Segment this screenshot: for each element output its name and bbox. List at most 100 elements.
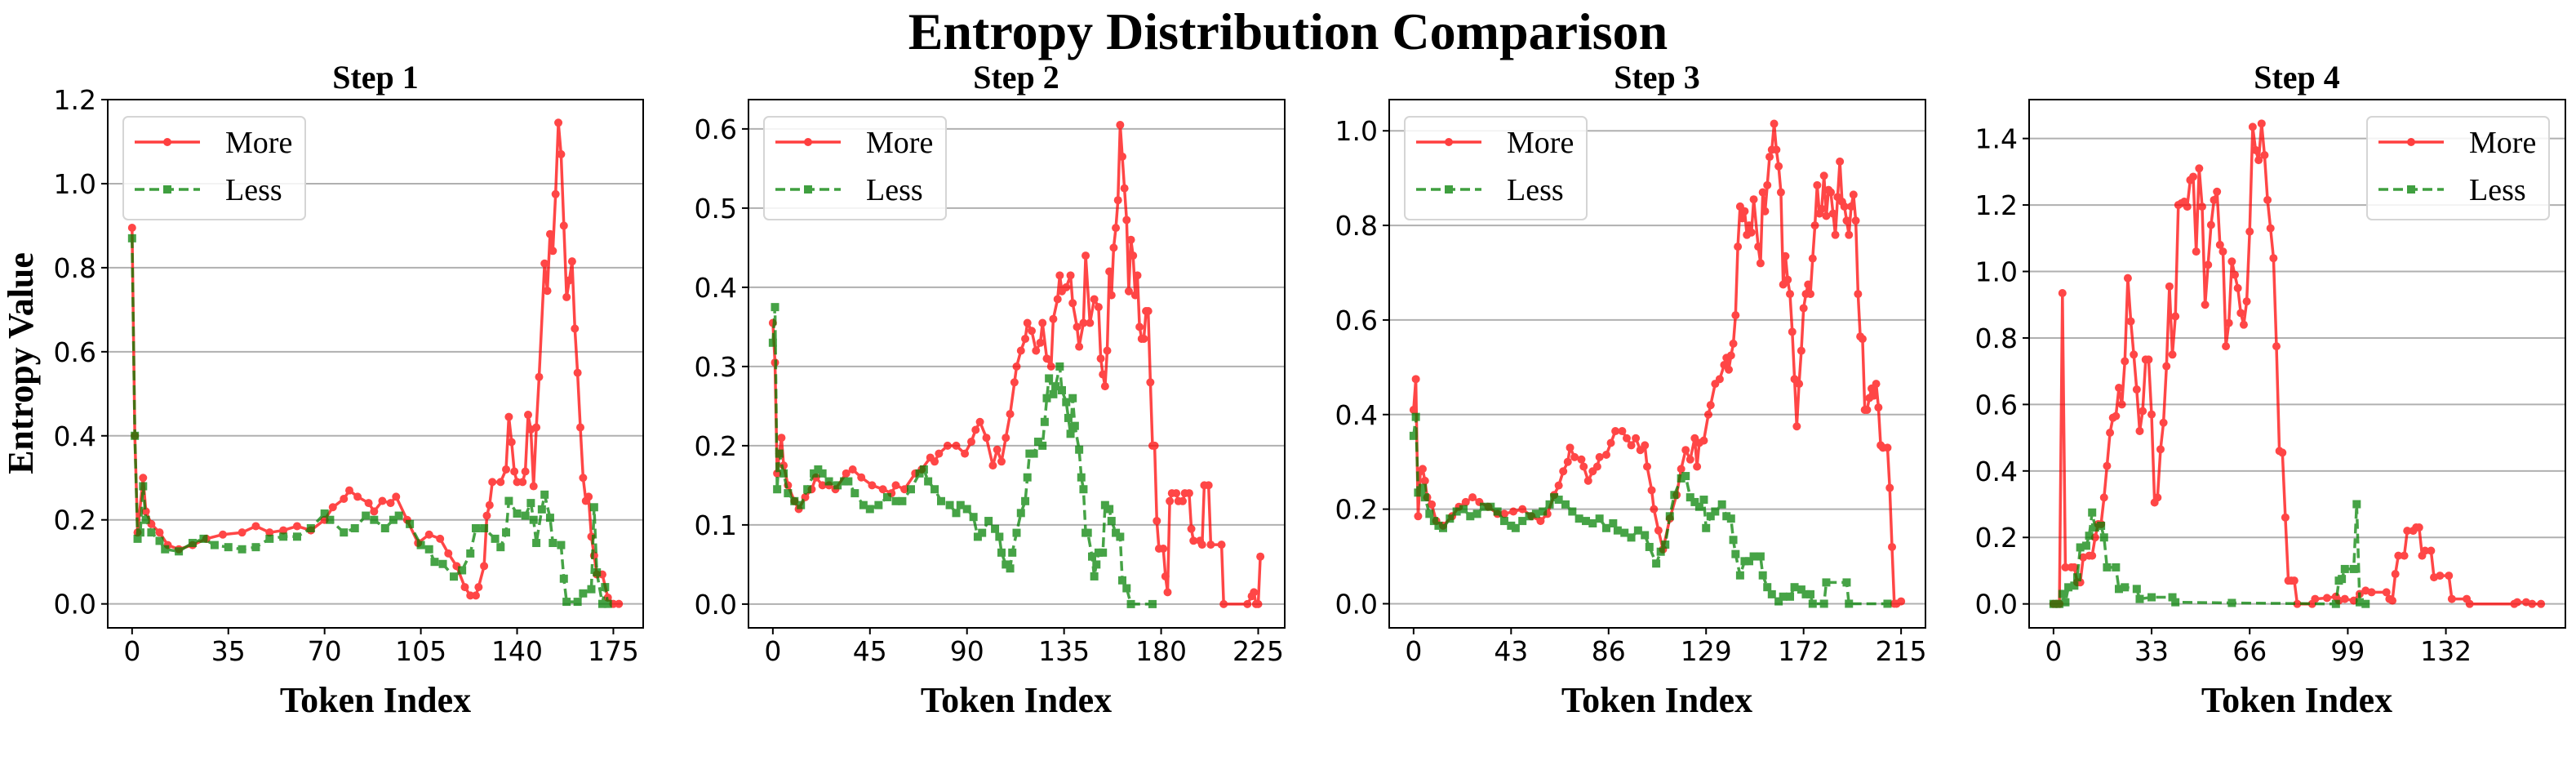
- data-point-less: [1627, 533, 1636, 542]
- legend-label-more: More: [2469, 126, 2536, 160]
- data-point-more: [474, 583, 483, 592]
- data-point-less: [915, 469, 924, 478]
- data-point-more: [488, 478, 497, 487]
- data-point-less: [394, 511, 403, 520]
- data-point-less: [2049, 599, 2058, 608]
- plot-area: 0.0 0.2 0.4 0.6 0.8 1.0 0 43 86 129 172 215 More Less: [1335, 99, 1927, 667]
- data-point-less: [2171, 598, 2180, 607]
- data-point-less: [1446, 514, 1455, 523]
- data-point-less: [326, 515, 335, 524]
- data-point-less: [131, 431, 140, 440]
- data-point-more: [1740, 207, 1749, 216]
- data-point-less: [1016, 509, 1025, 518]
- data-point-more: [1642, 462, 1651, 471]
- data-point-less: [1116, 532, 1125, 541]
- data-point-more: [1122, 216, 1131, 225]
- data-point-more: [1217, 540, 1226, 549]
- data-point-more: [1409, 405, 1418, 414]
- data-point-less: [2070, 581, 2079, 590]
- data-point-more: [502, 465, 511, 474]
- data-point-more: [848, 465, 857, 474]
- data-point-less: [1021, 496, 1030, 505]
- x-tick-label: 66: [2232, 635, 2267, 667]
- data-point-more: [1411, 375, 1420, 384]
- data-point-more: [279, 526, 288, 535]
- data-point-less: [891, 496, 900, 505]
- data-point-more: [615, 599, 624, 608]
- data-point-less: [1087, 552, 1096, 561]
- data-point-less: [851, 489, 859, 498]
- legend: More Less: [1404, 116, 1588, 220]
- data-point-less: [1613, 526, 1622, 535]
- data-point-less: [779, 469, 788, 478]
- y-tick-label: 0.3: [695, 351, 737, 383]
- x-tick-label: 129: [1681, 635, 1732, 667]
- axes-frame: [107, 99, 644, 629]
- data-point-less: [545, 514, 554, 523]
- data-point-more: [1650, 505, 1659, 514]
- data-point-more: [1819, 171, 1828, 180]
- y-tick-label: 1.0: [1975, 256, 2018, 288]
- x-tick-label: 0: [123, 635, 140, 667]
- data-point-less: [557, 540, 566, 549]
- data-point-less: [784, 489, 793, 498]
- data-point-less: [1790, 583, 1799, 592]
- series-less: [768, 303, 1157, 608]
- data-point-more: [2210, 195, 2218, 204]
- data-point-less: [1025, 449, 1034, 458]
- data-point-more: [1781, 251, 1790, 260]
- data-point-more: [2058, 288, 2067, 297]
- data-point-less: [1681, 472, 1690, 481]
- data-point-less: [969, 513, 978, 522]
- panel-title: Step 1: [332, 59, 419, 96]
- data-point-more: [2162, 362, 2171, 371]
- data-point-less: [1539, 507, 1548, 516]
- data-point-more: [2139, 407, 2147, 416]
- data-point-more: [1100, 382, 1109, 391]
- data-point-more: [2132, 385, 2141, 394]
- data-point-more: [1153, 517, 1161, 526]
- data-point-less: [1425, 509, 1434, 518]
- data-point-less: [1690, 497, 1699, 506]
- data-point-more: [1090, 295, 1099, 304]
- data-point-more: [1187, 524, 1196, 533]
- data-point-more: [1536, 517, 1545, 526]
- data-point-more: [1135, 322, 1144, 331]
- data-point-less: [1883, 599, 1892, 608]
- data-point-more: [1745, 221, 1754, 230]
- data-point-more: [1254, 599, 1263, 608]
- data-point-more: [1776, 188, 1785, 197]
- data-point-more: [1888, 542, 1897, 551]
- data-point-less: [1055, 362, 1064, 371]
- data-point-less: [133, 534, 142, 543]
- data-point-less: [1002, 560, 1010, 569]
- data-point-more: [988, 461, 997, 470]
- data-point-less: [1633, 526, 1642, 535]
- data-point-more: [1163, 588, 1172, 597]
- y-tick-label: 0.4: [1975, 456, 2018, 487]
- data-point-less: [865, 505, 874, 514]
- data-point-more: [2269, 254, 2278, 263]
- data-point-more: [1761, 207, 1770, 216]
- data-point-more: [2260, 150, 2269, 159]
- data-point-more: [1851, 216, 1860, 225]
- data-point-less: [471, 524, 480, 533]
- data-point-more: [1461, 497, 1470, 506]
- data-point-less: [2085, 532, 2094, 540]
- data-point-more: [571, 324, 580, 333]
- data-point-more: [1206, 540, 1215, 549]
- data-point-more: [2257, 119, 2266, 128]
- data-point-less: [882, 492, 891, 501]
- data-point-more: [518, 478, 527, 487]
- data-point-less: [526, 499, 535, 508]
- data-point-more: [1786, 290, 1795, 299]
- data-point-more: [1049, 314, 1058, 323]
- data-point-less: [2088, 508, 2097, 517]
- data-point-less: [491, 534, 500, 543]
- data-point-less: [1749, 552, 1758, 561]
- data-point-more: [1883, 443, 1892, 452]
- data-point-more: [943, 441, 952, 450]
- panel-step-3: Step 3 Token Index 0.0 0.2 0.4 0.6 0.8 1.0 0 43…: [1335, 59, 1927, 720]
- data-point-more: [2159, 418, 2168, 427]
- data-point-more: [1804, 280, 1813, 289]
